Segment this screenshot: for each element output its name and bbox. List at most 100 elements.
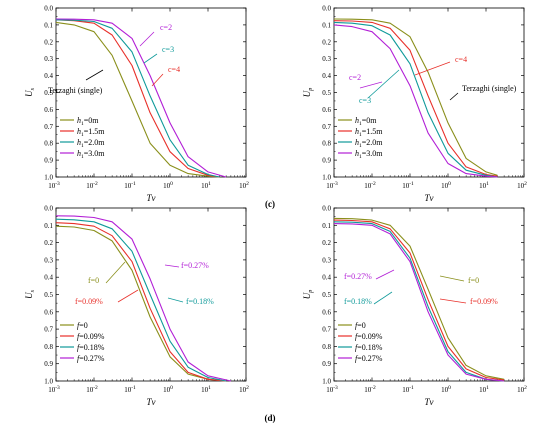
series-line	[333, 18, 498, 176]
x-tick-label: 10-3	[326, 181, 338, 190]
legend-label: h1=0m	[77, 116, 99, 127]
series-line	[55, 218, 227, 382]
series-line	[333, 24, 498, 178]
annotation-leader	[164, 264, 180, 268]
legend-label: f=0.18%	[355, 343, 383, 352]
annotation-leader	[143, 53, 158, 64]
chart-d-left: 0.0 0.1 0.2 0.3 0.4 0.5 0.6 0.7 0.8 0.9 1.010-3 10-…	[24, 205, 249, 408]
legend-label: f=0.09%	[77, 332, 105, 341]
chart-c-right: 0.0 0.1 0.2 0.3 0.4 0.5 0.6 0.7 0.8 0.9 1.010-3 10-…	[302, 5, 527, 204]
annotation-label: f=0.18%	[186, 297, 214, 306]
y-axis-title: Us	[24, 289, 36, 299]
y-tick-label: 0.7	[322, 326, 331, 334]
annotation-label: f=0.09%	[470, 297, 498, 306]
legend-label: f=0.27%	[355, 354, 383, 363]
annotation-label: f=0	[88, 276, 99, 285]
panel-label-d: (d)	[265, 413, 276, 423]
x-axis-title: Tv	[425, 397, 434, 407]
x-tick-label: 100	[441, 181, 451, 190]
annotation-leader	[449, 92, 459, 101]
y-tick-label: 0.5	[44, 89, 53, 97]
x-tick-label: 10-2	[364, 385, 376, 394]
y-tick-label: 0.0	[322, 205, 331, 213]
series-line	[55, 222, 227, 382]
x-tick-label: 10-2	[86, 385, 98, 394]
annotation-leader	[117, 289, 139, 303]
y-tick-label: 0.6	[44, 308, 53, 316]
series-line	[55, 215, 232, 382]
annotation-leader	[85, 69, 104, 81]
annotation-leader	[151, 73, 164, 87]
y-tick-label: 0.9	[322, 360, 331, 368]
x-tick-label: 101	[201, 385, 211, 394]
legend-label: h1=2.0m	[77, 138, 105, 149]
y-tick-label: 0.8	[44, 343, 53, 351]
y-tick-label: 0.8	[322, 343, 331, 351]
annotation-leader	[414, 61, 451, 76]
y-tick-label: 0.4	[322, 72, 331, 80]
chart-d-right: 0.0 0.1 0.2 0.3 0.4 0.5 0.6 0.7 0.8 0.9 1.010-3 10-…	[302, 205, 527, 408]
y-tick-label: 0.9	[322, 157, 331, 165]
y-tick-label: 0.3	[44, 256, 53, 264]
legend: f=0 f=0.09% f=0.18% f=0.27%	[60, 321, 105, 363]
y-axis-title: Up	[302, 290, 314, 300]
annotation-leader	[167, 297, 184, 303]
annotation-label: c=4	[455, 55, 467, 64]
y-tick-label: 0.9	[44, 157, 53, 165]
y-tick-label: 0.6	[44, 106, 53, 114]
series-line	[333, 217, 505, 380]
series-line	[55, 21, 220, 178]
x-tick-label: 10-1	[124, 181, 136, 190]
y-tick-label: 0.2	[44, 38, 53, 46]
annotation-label: f=0.18%	[344, 297, 372, 306]
y-tick-label: 0.3	[44, 55, 53, 63]
annotation-label: c=2	[349, 73, 361, 82]
y-tick-label: 0.5	[44, 291, 53, 299]
annotation-label: f=0.27%	[181, 261, 209, 270]
annotation-label: c=4	[168, 65, 180, 74]
annotation-label: Terzaghi (single)	[48, 86, 103, 95]
y-tick-label: 0.9	[44, 360, 53, 368]
y-tick-label: 0.0	[44, 5, 53, 13]
legend-label: h1=2.0m	[355, 138, 383, 149]
x-tick-label: 102	[517, 181, 527, 190]
legend-label: h1=1.5m	[355, 127, 383, 138]
legend-label: h1=3.0m	[355, 149, 383, 160]
x-tick-label: 102	[517, 385, 527, 394]
legend-label: h1=3.0m	[77, 149, 105, 160]
annotation-leader	[439, 298, 467, 304]
x-tick-label: 101	[201, 181, 211, 190]
y-tick-label: 0.1	[44, 21, 53, 29]
annotation-leader	[439, 275, 465, 282]
legend-label: f=0.18%	[77, 343, 105, 352]
x-tick-label: 10-2	[86, 181, 98, 190]
y-tick-label: 0.4	[44, 72, 53, 80]
legend-label: h1=1.5m	[77, 127, 105, 138]
x-tick-label: 100	[163, 385, 173, 394]
x-tick-label: 102	[239, 181, 249, 190]
x-tick-label: 102	[239, 385, 249, 394]
legend-label: f=0.27%	[77, 354, 105, 363]
y-tick-label: 0.1	[322, 222, 331, 230]
chart-c-left: 0.0 0.1 0.2 0.3 0.4 0.5 0.6 0.7 0.8 0.9 1.010-3 10-…	[24, 5, 249, 204]
y-tick-label: 0.6	[322, 106, 331, 114]
y-tick-label: 0.4	[322, 274, 331, 282]
series-line	[55, 19, 220, 178]
y-tick-label: 0.8	[322, 140, 331, 148]
y-tick-label: 0.2	[322, 38, 331, 46]
annotation-label: c=3	[359, 96, 371, 105]
annotation-leader	[373, 291, 393, 305]
series-line	[333, 221, 505, 382]
annotation-leader	[367, 69, 400, 99]
legend-label: f=0	[77, 321, 88, 330]
x-tick-label: 100	[441, 385, 451, 394]
series-line	[55, 18, 227, 178]
y-tick-label: 1.0	[322, 378, 331, 386]
legend: f=0 f=0.09% f=0.18% f=0.27%	[338, 321, 383, 363]
y-axis-title: Us	[24, 87, 36, 97]
series-line	[55, 225, 227, 382]
annotation-leader	[139, 31, 155, 47]
legend-label: f=0	[355, 321, 366, 330]
y-tick-label: 0.7	[322, 123, 331, 131]
